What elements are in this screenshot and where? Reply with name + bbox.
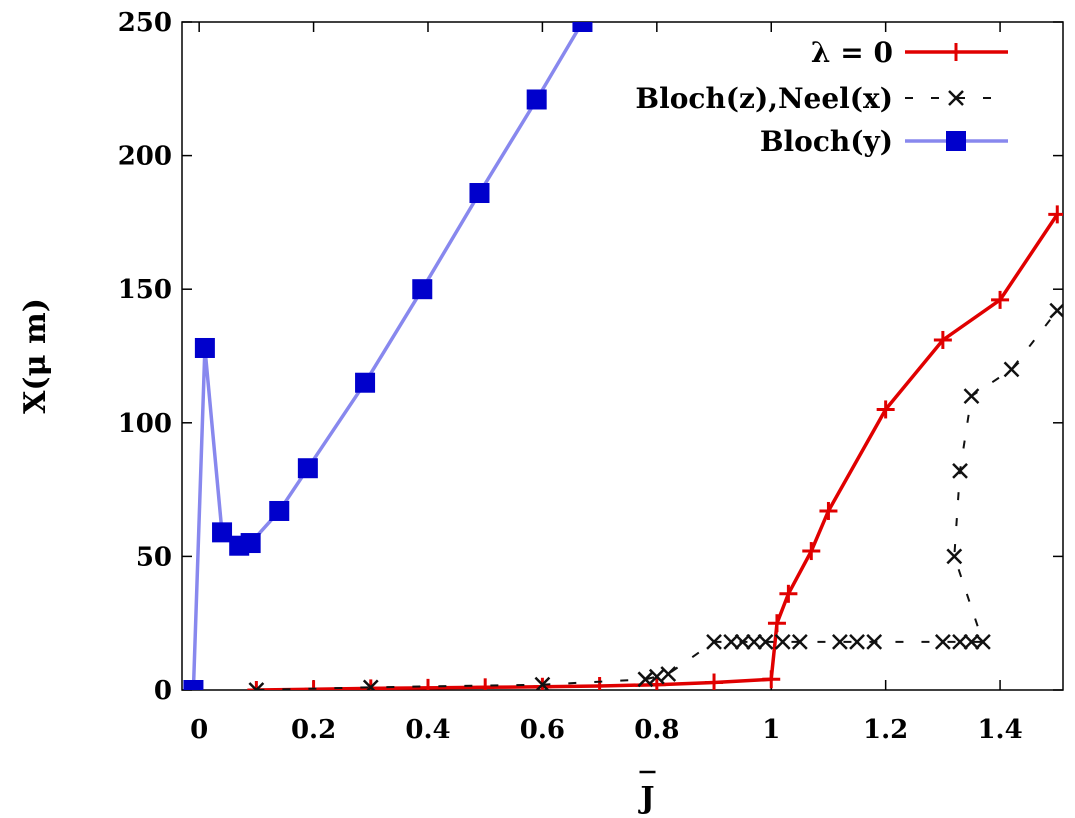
series-line bbox=[256, 213, 1059, 690]
data-point-b bbox=[366, 679, 379, 690]
data-point bbox=[240, 533, 261, 554]
data-point-b bbox=[952, 634, 968, 650]
x-tick-label: 0.6 bbox=[520, 715, 565, 745]
data-point-b bbox=[660, 666, 677, 682]
axis-ticks: 0 0.2 0.4 0.6 0.8 1 1.2 1.4 0 50 100 150 200 250 bbox=[118, 8, 1063, 745]
legend: λ = 0 Bloch(z),Neel(x) Bloch(y) bbox=[635, 36, 1008, 158]
x-tick-label: 0.8 bbox=[634, 715, 679, 745]
data-point-b bbox=[637, 671, 654, 688]
data-point-b bbox=[934, 634, 951, 650]
data-point-b bbox=[746, 634, 762, 650]
data-point bbox=[212, 522, 233, 543]
legend-marker bbox=[946, 131, 966, 151]
data-point-b bbox=[849, 634, 865, 650]
data-point-b bbox=[975, 634, 991, 650]
x-axis-label: J bbox=[637, 781, 654, 816]
data-point bbox=[183, 680, 204, 690]
data-point bbox=[412, 279, 433, 300]
y-tick-label: 200 bbox=[118, 142, 172, 172]
data-point-b bbox=[706, 634, 722, 650]
data-point-b bbox=[791, 634, 808, 650]
data-point-b bbox=[734, 634, 751, 650]
series-2 bbox=[183, 22, 593, 690]
data-point-b bbox=[832, 634, 848, 650]
data-point bbox=[355, 372, 376, 393]
data-point-b bbox=[963, 634, 980, 650]
legend-label: λ = 0 bbox=[811, 36, 893, 69]
series-layer bbox=[183, 22, 1063, 690]
legend-label: Bloch(z),Neel(x) bbox=[635, 82, 893, 115]
data-point-b bbox=[757, 634, 774, 650]
x-tick-label: 1.2 bbox=[863, 715, 908, 745]
data-point bbox=[469, 183, 490, 204]
data-point-b bbox=[535, 676, 551, 690]
data-point-b bbox=[946, 548, 963, 565]
y-axis-label: X(μ m) bbox=[18, 298, 53, 414]
series-line bbox=[191, 22, 585, 690]
data-point-b bbox=[1003, 361, 1020, 378]
plot-frame bbox=[181, 21, 1064, 691]
data-point-b bbox=[866, 634, 883, 650]
data-point bbox=[297, 458, 318, 479]
y-tick-label: 0 bbox=[154, 676, 172, 706]
data-point-b bbox=[963, 388, 980, 404]
data-point-b bbox=[952, 463, 968, 479]
x-tick-label: 0.4 bbox=[405, 715, 450, 745]
x-tick-label: 0 bbox=[190, 715, 208, 745]
data-point-b bbox=[254, 682, 265, 690]
x-tick-label: 1.4 bbox=[977, 715, 1022, 745]
legend-marker-b bbox=[948, 90, 964, 106]
data-point bbox=[526, 89, 547, 110]
data-point-b bbox=[648, 668, 665, 685]
series-0 bbox=[247, 205, 1063, 690]
series-1 bbox=[248, 302, 1063, 690]
y-tick-label: 50 bbox=[136, 542, 172, 572]
x-tick-label: 1 bbox=[762, 715, 780, 745]
y-tick-label: 150 bbox=[118, 275, 172, 305]
legend-label: Bloch(y) bbox=[760, 125, 893, 158]
data-point bbox=[248, 682, 259, 690]
data-point-b bbox=[1049, 303, 1063, 319]
data-point-b bbox=[774, 634, 791, 650]
data-point bbox=[572, 22, 593, 32]
plot-border bbox=[181, 21, 1064, 691]
data-point bbox=[269, 500, 290, 521]
y-tick-label: 250 bbox=[118, 8, 172, 38]
y-tick-label: 100 bbox=[118, 409, 172, 439]
x-tick-label: 0.2 bbox=[291, 715, 336, 745]
data-point-b bbox=[723, 634, 740, 650]
data-point bbox=[194, 337, 215, 358]
